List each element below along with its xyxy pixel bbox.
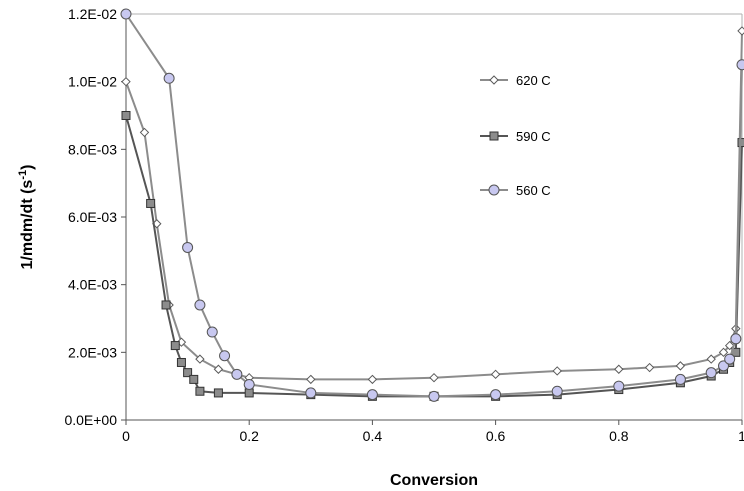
data-point: [366, 389, 378, 401]
legend-entry: 620 C: [480, 73, 551, 88]
legend-label: 620 C: [516, 73, 551, 88]
data-point: [121, 76, 131, 87]
legend: 620 C 590 C 560 C: [480, 73, 551, 198]
legend-entry: 590 C: [480, 129, 551, 144]
y-tick-label: 0.0E+00: [64, 412, 117, 428]
data-point: [724, 340, 735, 351]
y-tick-label: 4.0E-03: [68, 277, 117, 293]
data-point: [718, 347, 729, 358]
data-point: [705, 367, 717, 379]
legend-label: 590 C: [516, 129, 551, 144]
x-ticks: 0 0.2 0.4 0.6 0.8 1: [122, 420, 744, 444]
y-axis-title-main: 1/mdm/dt (s: [19, 180, 36, 270]
data-point: [675, 361, 686, 371]
data-point: [206, 326, 218, 338]
x-tick-label: 0.6: [486, 428, 506, 444]
legend-entry: 560 C: [480, 183, 551, 198]
data-point: [231, 368, 243, 380]
data-point: [161, 300, 171, 310]
y-axis-title-close: ): [19, 165, 36, 170]
legend-label: 560 C: [516, 183, 551, 198]
x-tick-label: 0: [122, 428, 130, 444]
data-point: [706, 354, 716, 364]
data-point: [219, 350, 231, 362]
y-tick-label: 8.0E-03: [68, 141, 117, 157]
data-point: [674, 373, 686, 385]
data-point: [163, 72, 175, 84]
data-point: [551, 385, 563, 397]
data-point: [644, 362, 655, 373]
data-point: [195, 354, 205, 364]
data-point: [170, 341, 180, 351]
y-axis-title: 1/mdm/dt (s-1): [17, 165, 36, 270]
data-point: [213, 388, 223, 398]
data-point: [120, 8, 132, 20]
data-point: [730, 333, 742, 345]
data-point: [613, 380, 625, 392]
data-point: [213, 364, 224, 374]
data-point: [552, 366, 562, 376]
x-tick-label: 1: [738, 428, 744, 444]
y-tick-label: 1.0E-02: [68, 74, 117, 90]
data-point: [306, 374, 316, 385]
data-point: [244, 388, 254, 398]
y-axis-title-superscript: -1: [17, 170, 29, 180]
data-point: [243, 378, 255, 390]
data-point: [428, 390, 440, 402]
data-point: [305, 387, 317, 399]
data-point: [367, 374, 378, 385]
y-tick-label: 1.2E-02: [68, 6, 117, 22]
data-point: [736, 59, 744, 71]
legend-marker: [489, 131, 499, 141]
legend-marker: [489, 75, 499, 85]
data-point: [183, 368, 193, 378]
series-layer: [120, 8, 744, 402]
series-square: [121, 111, 744, 401]
data-point: [737, 26, 744, 36]
data-point: [189, 374, 199, 384]
y-tick-label: 6.0E-03: [68, 209, 117, 225]
data-point: [718, 360, 730, 372]
plot-area: [125, 13, 743, 421]
x-tick-label: 0.8: [609, 428, 629, 444]
x-tick-label: 0.2: [239, 428, 259, 444]
data-point: [146, 198, 156, 208]
y-ticks: 0.0E+00 2.0E-03 4.0E-03 6.0E-03 8.0E-03 1.0E-…: [64, 6, 126, 428]
x-axis-title: Conversion: [390, 472, 478, 489]
data-point: [490, 369, 501, 380]
legend-marker: [488, 184, 500, 196]
data-point: [195, 386, 205, 396]
data-point: [724, 353, 736, 365]
data-point: [176, 357, 186, 367]
data-point: [139, 127, 150, 138]
data-point: [182, 241, 194, 253]
data-point: [429, 373, 439, 383]
series-line: [125, 115, 743, 398]
data-point: [194, 299, 206, 311]
series-circle: [120, 8, 744, 402]
data-point: [121, 111, 131, 120]
series-line: [125, 30, 743, 381]
data-point: [614, 364, 624, 374]
data-point: [490, 389, 502, 401]
x-tick-label: 0.4: [363, 428, 383, 444]
y-tick-label: 2.0E-03: [68, 344, 117, 360]
series-line: [125, 13, 743, 398]
